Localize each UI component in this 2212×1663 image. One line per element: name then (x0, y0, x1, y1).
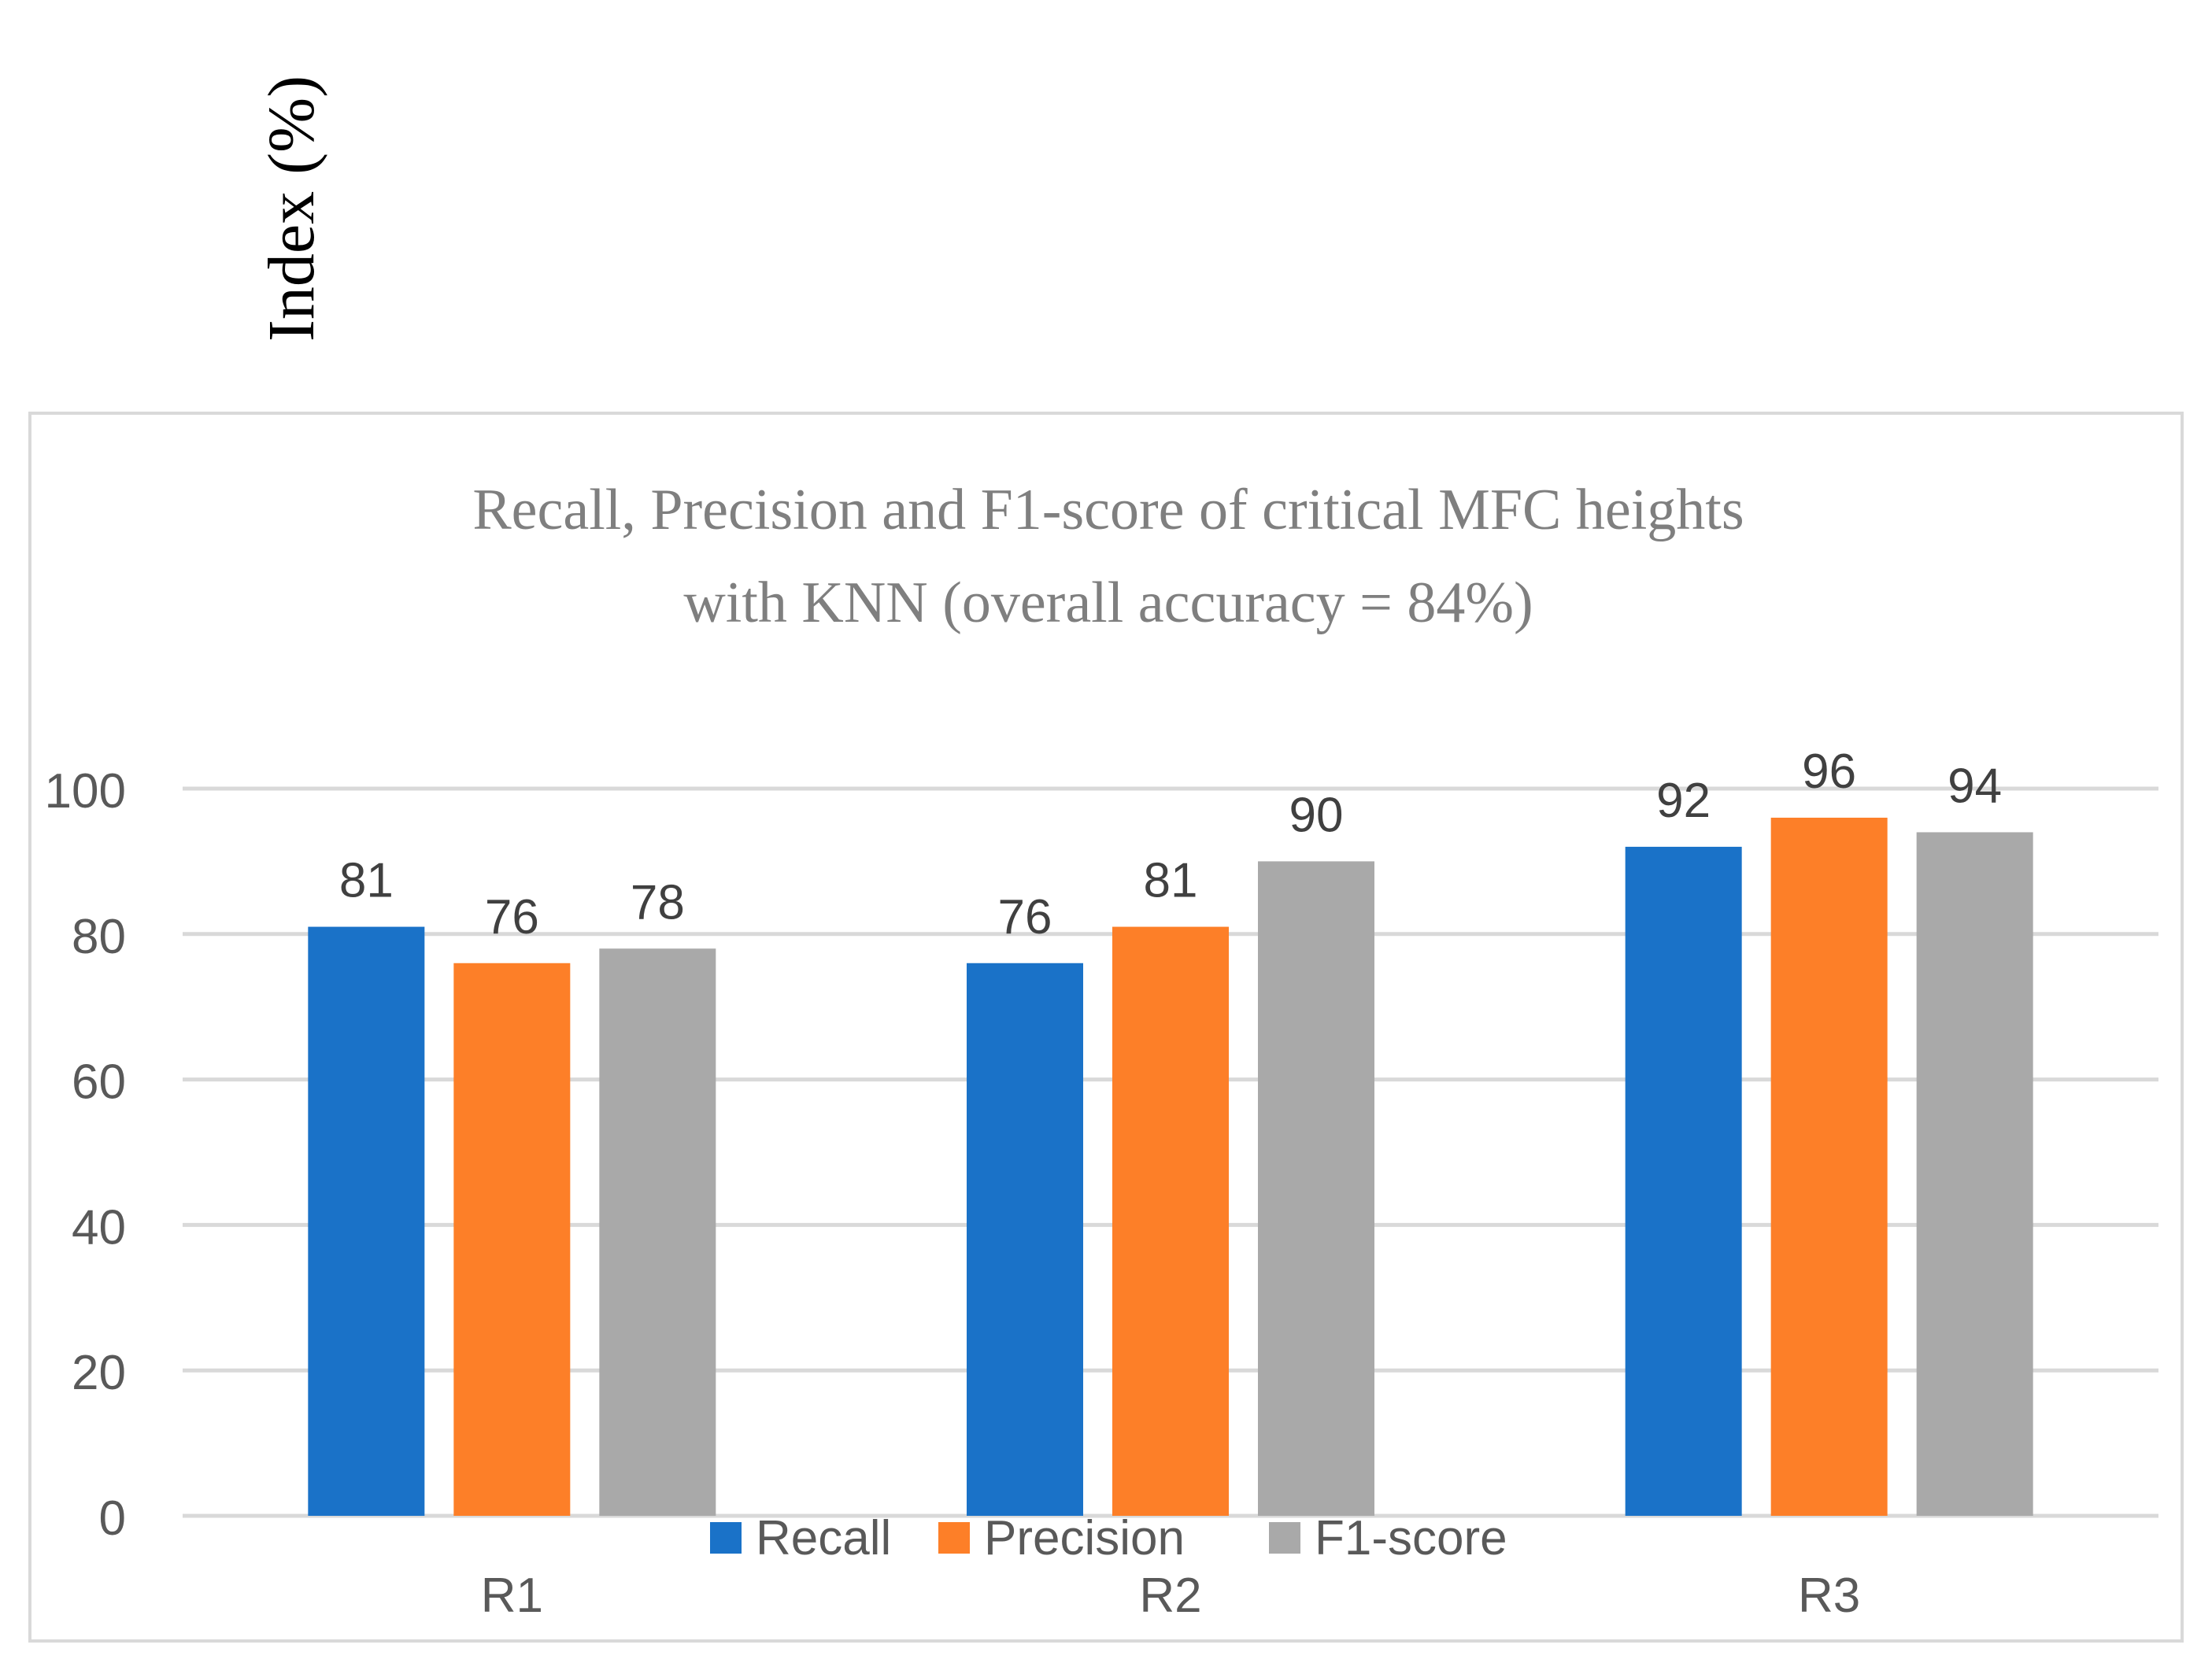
bar-precision-r3 (1770, 817, 1888, 1516)
legend-swatch-precision (938, 1522, 970, 1554)
y-tick-label: 80 (72, 910, 126, 964)
y-axis-ticks: 0 20 40 60 80 100 (45, 764, 126, 1546)
y-tick-label: 0 (99, 1491, 126, 1546)
x-tick-label-r2: R2 (1139, 1569, 1201, 1623)
bar-recall-r3 (1625, 846, 1742, 1516)
x-tick-label-r1: R1 (481, 1569, 543, 1623)
y-tick-label: 100 (45, 764, 126, 819)
data-label-precision-r2: 81 (1144, 854, 1198, 908)
y-tick-label: 40 (72, 1200, 126, 1255)
data-label-precision-r3: 96 (1802, 745, 1856, 799)
bar-f1-score-r2 (1258, 861, 1374, 1516)
x-tick-label-r3: R3 (1798, 1569, 1860, 1623)
bar-recall-r2 (967, 963, 1083, 1516)
data-label-precision-r1: 76 (485, 890, 539, 944)
legend-label-precision: Precision (984, 1511, 1185, 1565)
data-label-f1-score-r2: 90 (1289, 788, 1344, 842)
y-axis-label: Index (%) (255, 76, 328, 342)
chart-title-line-2: with KNN (overall accuracy = 84%) (683, 571, 1533, 635)
y-tick-label: 20 (72, 1346, 126, 1400)
legend: Recall Precision F1-score (710, 1511, 1507, 1565)
legend-label-recall: Recall (756, 1511, 891, 1565)
y-tick-label: 60 (72, 1055, 126, 1110)
bar-f1-score-r1 (599, 948, 716, 1516)
bar-precision-r2 (1112, 926, 1229, 1516)
chart-title-line-1: Recall, Precision and F1-score of critic… (472, 478, 1744, 542)
bar-precision-r1 (453, 963, 571, 1516)
data-label-recall-r1: 81 (339, 854, 394, 908)
legend-swatch-f1-score (1269, 1522, 1300, 1554)
chart-frame (28, 412, 2184, 1643)
data-labels: 81 76 78 76 81 90 92 96 94 (339, 745, 2002, 944)
bar-recall-r1 (308, 926, 425, 1516)
legend-label-f1-score: F1-score (1315, 1511, 1507, 1565)
data-label-recall-r3: 92 (1656, 774, 1711, 828)
bar-f1-score-r3 (1916, 832, 2033, 1516)
x-axis-ticks: R1 R2 R3 (481, 1569, 1861, 1623)
data-label-f1-score-r3: 94 (1948, 759, 2002, 813)
legend-swatch-recall (710, 1522, 742, 1554)
bars (308, 817, 2033, 1516)
data-label-f1-score-r1: 78 (631, 875, 685, 929)
data-label-recall-r2: 76 (998, 890, 1052, 944)
